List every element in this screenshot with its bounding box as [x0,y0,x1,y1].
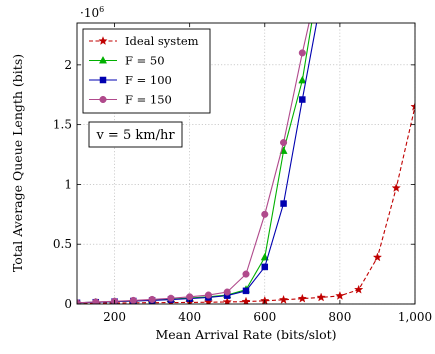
y-axis-title: Total Average Queue Length (bits) [10,54,25,272]
legend-label: F = 50 [125,54,165,68]
x-tick-label: 1,000 [398,310,432,324]
series-4-point [186,293,194,301]
series-4-point [129,296,137,304]
y-tick-label: 2 [64,58,72,72]
series-4-point [148,295,156,304]
series-1-point [241,296,251,304]
series-layer [77,23,415,304]
y-tick-label: 0 [64,297,72,311]
series-1-point [203,297,214,304]
speed-annotation-text: v = 5 km/hr [95,128,175,143]
speed-annotation-box [88,121,183,148]
y-multiplier-label: ·106 [80,5,104,20]
series-4 [77,23,310,304]
series-4-point [298,49,306,57]
legend: Ideal system F = 50 F = 100 F = 150 [82,28,211,114]
plot-frame [76,22,416,305]
series-4-point [280,139,288,147]
series-4-point [204,291,212,299]
series-3-point [280,200,287,207]
series-1-point [316,292,326,302]
series-4-point [167,294,175,302]
series-1-point [391,183,401,192]
series-4-point [77,299,81,304]
y-tick-label: 1 [64,177,72,191]
series-2-point [260,252,269,261]
series-1-point [297,293,307,303]
series-1-point [354,284,364,294]
x-tick-label: 400 [178,310,201,324]
y-multiplier-exponent: 6 [99,5,104,14]
series-1-point [335,290,345,300]
x-axis-title: Mean Arrival Rate (bits/slot) [155,327,336,342]
x-tick-label: 800 [328,310,351,324]
x-tick-label: 200 [103,310,126,324]
series-1-point [410,101,415,111]
series-4-point [223,288,231,296]
y-tick-label: 1.5 [53,118,72,132]
legend-label: F = 100 [125,73,172,87]
series-1-point [278,294,289,304]
legend-swatch-marker [99,76,107,84]
legend-swatch-marker [98,55,108,64]
legend-label: F = 150 [125,93,172,107]
legend-swatch-marker [98,36,108,45]
legend-swatch-marker [99,95,107,104]
legend-label: Ideal system [125,34,199,48]
series-3-point [299,96,306,103]
series-3-point [242,287,250,295]
series-4-point [92,298,100,304]
series-1-point [372,252,383,262]
x-tick-label: 600 [253,310,276,324]
series-3-point [261,263,269,271]
series-4-point [242,270,250,278]
speed-annotation: v = 5 km/hr [88,121,183,148]
ticks: 200 400 600 800 1,000 0 0.5 1 1.5 2 [53,23,432,324]
series-4-point [261,210,269,218]
y-tick-label: 0.5 [53,237,72,251]
series-2-point [298,75,307,84]
